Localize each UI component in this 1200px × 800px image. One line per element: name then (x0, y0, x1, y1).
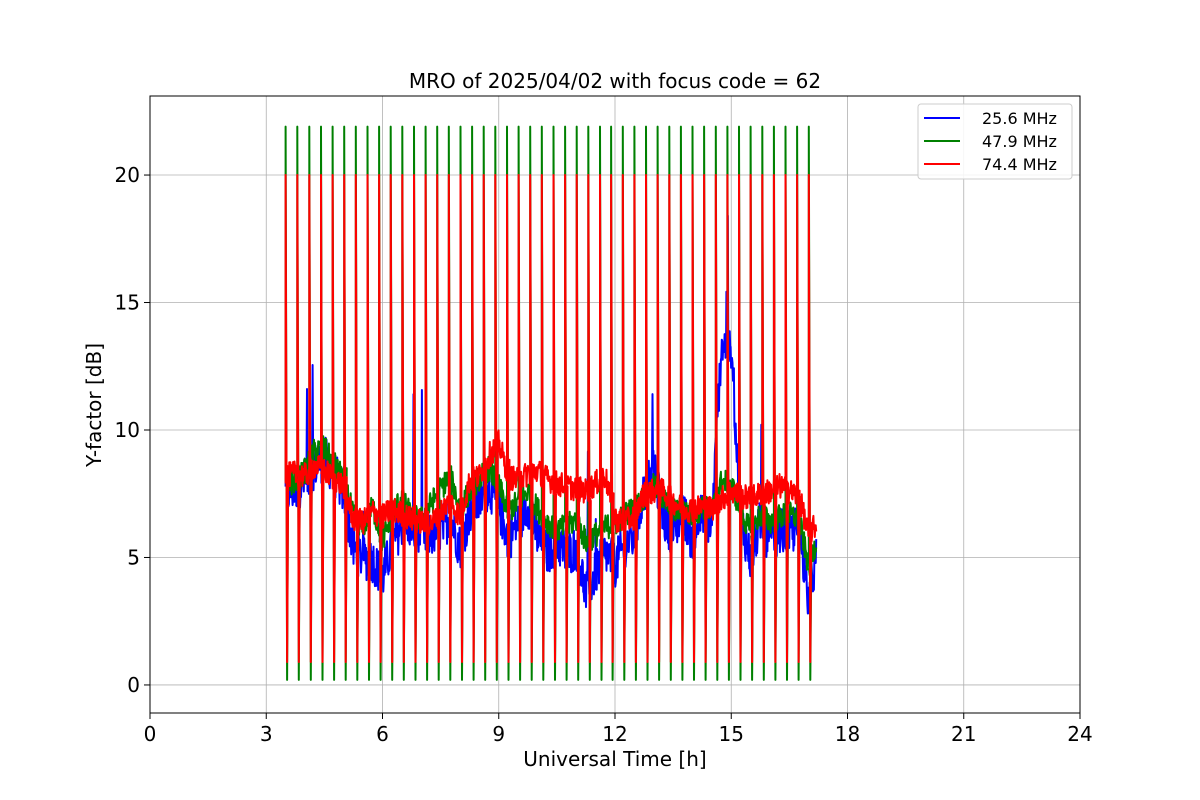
x-tick-label: 21 (951, 722, 976, 746)
legend-box (917, 103, 1073, 180)
x-tick-label: 12 (602, 722, 627, 746)
series-line (284, 214, 818, 615)
x-tick-label: 15 (719, 722, 744, 746)
plot-area (284, 125, 818, 681)
y-tick-label: 5 (127, 545, 140, 569)
y-tick-label: 20 (115, 163, 140, 187)
x-tick-label: 9 (492, 722, 505, 746)
legend-label: 25.6 MHz (982, 109, 1057, 128)
grid (149, 96, 1081, 713)
chart-title: MRO of 2025/04/02 with focus code = 62 (409, 69, 821, 93)
x-axis: 0 3 6 9 12 15 18 21 24 (144, 713, 1093, 746)
series-line (284, 174, 818, 663)
x-tick-label: 3 (260, 722, 273, 746)
x-tick-label: 6 (376, 722, 389, 746)
y-axis: 0 5 10 15 20 (115, 163, 150, 697)
y-tick-label: 10 (115, 418, 140, 442)
y-tick-label: 15 (115, 291, 140, 315)
x-tick-label: 0 (144, 722, 157, 746)
legend-label: 74.4 MHz (982, 155, 1057, 174)
x-axis-label: Universal Time [h] (523, 747, 706, 771)
x-tick-label: 18 (835, 722, 860, 746)
legend-label: 47.9 MHz (982, 132, 1057, 151)
y-axis-label: Y-factor [dB] (82, 343, 106, 468)
legend: 25.6 MHz 47.9 MHz 74.4 MHz (917, 103, 1073, 180)
series-line (284, 125, 818, 681)
y-tick-label: 0 (127, 673, 140, 697)
x-tick-label: 24 (1067, 722, 1092, 746)
